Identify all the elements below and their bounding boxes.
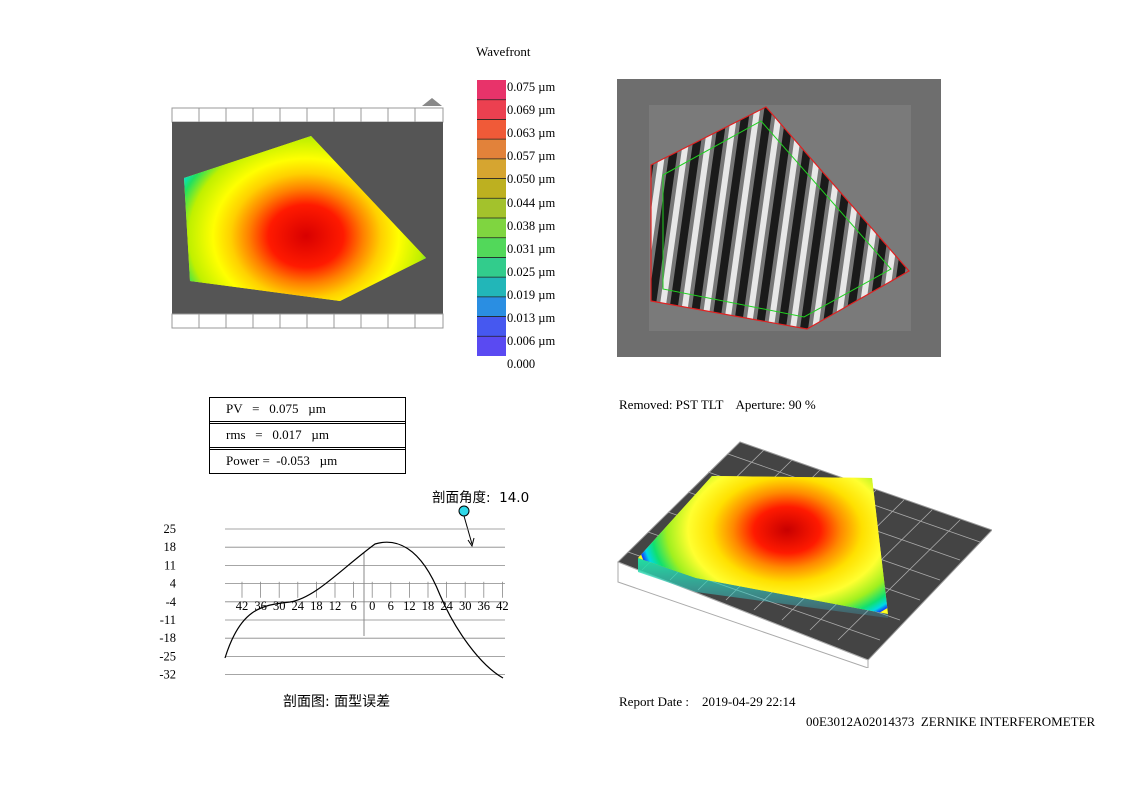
wavefront-3d-view: [617, 441, 992, 668]
x-tick-label: 18: [310, 599, 323, 613]
colorbar-label: 0.050 µm: [507, 172, 556, 187]
colorbar-label: 0.025 µm: [507, 264, 556, 279]
profile-caption: 剖面图: 面型误差: [283, 694, 391, 710]
colorbar-swatch: [477, 336, 506, 356]
colorbar-swatch: [477, 277, 506, 298]
colorbar-swatch: [477, 119, 506, 140]
y-tick-label: 18: [164, 540, 177, 554]
colorbar-label: 0.075 µm: [507, 80, 556, 94]
colorbar-label: 0.038 µm: [507, 218, 556, 233]
colorbar-swatch: [477, 198, 506, 219]
x-tick-label: 6: [350, 599, 356, 613]
wavefront-colorbar: [477, 80, 506, 356]
y-tick-label: -11: [160, 613, 176, 627]
colorbar-label: 0.006 µm: [507, 334, 556, 349]
colorbar-swatch: [477, 178, 506, 199]
angle-marker[interactable]: [458, 505, 470, 517]
profile-angle-label: 剖面角度: 14.0: [432, 490, 530, 506]
colorbar-label: 0.013 µm: [507, 311, 556, 325]
colorbar-label: 0.069 µm: [507, 103, 556, 118]
x-tick-label: 30: [459, 599, 472, 613]
x-tick-label: 0: [369, 599, 375, 613]
colorbar-title: Wavefront: [476, 44, 531, 59]
report-date: Report Date : 2019-04-29 22:14: [619, 694, 796, 709]
y-tick-label: -32: [159, 668, 176, 682]
colorbar-label: 0.057 µm: [507, 149, 556, 164]
stat-pv: PV = 0.075 µm: [210, 398, 405, 424]
colorbar-label: 0.044 µm: [507, 195, 556, 210]
colorbar-label: 0.031 µm: [507, 241, 556, 256]
y-tick-label: 25: [164, 522, 177, 536]
colorbar-swatch: [477, 296, 506, 318]
x-tick-label: 18: [422, 599, 435, 613]
colorbar-swatch: [477, 316, 506, 337]
removed-info: Removed: PST TLT Aperture: 90 %: [619, 397, 816, 412]
colorbar-label: 0.019 µm: [507, 287, 556, 302]
stat-rms: rms = 0.017 µm: [210, 424, 405, 450]
colorbar-swatch: [477, 80, 506, 101]
y-tick-label: 4: [170, 577, 177, 591]
x-tick-label: 42: [496, 599, 509, 613]
stats-table: PV = 0.075 µm rms = 0.017 µm Power = -0.…: [209, 397, 406, 474]
colorbar-swatch: [477, 99, 506, 120]
y-tick-label: -18: [159, 631, 176, 645]
x-tick-label: 42: [236, 599, 249, 613]
interferogram-image: [617, 79, 941, 357]
colorbar-labels: 0.075 µm 0.069 µm 0.063 µm 0.057 µm 0.050 µm…: [507, 80, 587, 372]
x-tick-label: 12: [329, 599, 342, 613]
x-tick-label: 30: [273, 599, 286, 613]
colorbar-swatch: [477, 257, 506, 278]
stat-power: Power = -0.053 µm: [226, 453, 338, 468]
colorbar-swatch: [477, 218, 506, 239]
colorbar-swatch: [477, 139, 506, 160]
profile-chart: 25 18 11 4 -4 -11 -18 -25 -32 42 36 30 24 18 12 6 0 6 12 1…: [159, 505, 509, 682]
y-tick-label: -25: [159, 649, 176, 663]
device-id: 00E3012A02014373 ZERNIKE INTERFEROMETER: [806, 714, 1096, 729]
x-tick-label: 12: [403, 599, 416, 613]
colorbar-swatch: [477, 158, 506, 180]
wavefront-2d-map: [171, 98, 444, 329]
y-tick-label: 11: [164, 558, 176, 572]
x-tick-label: 36: [478, 599, 491, 613]
colorbar-swatch: [477, 237, 506, 258]
colorbar-label: 0.000: [507, 357, 536, 372]
x-tick-label: 6: [388, 599, 394, 613]
y-tick-label: -4: [166, 595, 177, 609]
x-tick-label: 24: [292, 599, 305, 613]
profile-curve: [224, 541, 504, 679]
colorbar-label: 0.063 µm: [507, 126, 556, 141]
